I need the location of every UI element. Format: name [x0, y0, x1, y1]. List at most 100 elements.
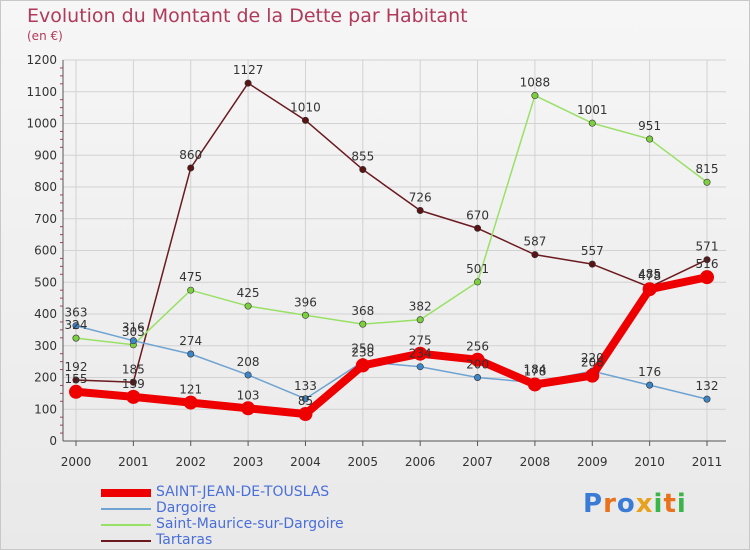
data-label: 184	[523, 363, 546, 377]
logo-letter: x	[635, 489, 654, 519]
y-tick-label: 500	[34, 275, 57, 289]
data-label: 250	[351, 342, 374, 356]
data-point	[588, 260, 596, 268]
data-label: 368	[351, 304, 374, 318]
data-label: 860	[179, 148, 202, 162]
data-label: 176	[638, 365, 661, 379]
logo-letter: i	[653, 489, 664, 519]
x-tick-label: 2007	[462, 455, 493, 469]
data-label: 185	[122, 362, 145, 376]
data-label: 121	[179, 383, 202, 397]
data-point	[298, 407, 313, 422]
data-label: 382	[409, 300, 432, 314]
data-label: 155	[65, 372, 88, 386]
x-tick-label: 2006	[405, 455, 436, 469]
data-point	[474, 373, 482, 381]
series-line-0	[75, 82, 708, 384]
data-label: 363	[65, 306, 88, 320]
data-point	[129, 337, 137, 345]
logo-letter: i	[676, 489, 687, 519]
data-point	[416, 363, 424, 371]
legend-label: Dargoire	[156, 500, 217, 516]
series-line-2	[75, 324, 708, 400]
data-point	[531, 92, 539, 100]
legend-label: SAINT-JEAN-DE-TOUSLAS	[156, 484, 330, 500]
data-point	[413, 346, 428, 361]
data-label: 85	[298, 394, 313, 408]
y-tick-label: 100	[34, 402, 57, 416]
series-line-1	[75, 94, 708, 346]
data-label: 726	[409, 190, 432, 204]
line-chart: 0 100 200 300 400 500 600 700 800 900 1000 1100 1200…	[26, 53, 726, 469]
logo-letter: o	[616, 489, 636, 519]
data-label: 324	[65, 318, 88, 332]
legend-item: Saint-Maurice-sur-Dargoire	[101, 516, 521, 533]
data-point	[244, 371, 252, 379]
data-label: 501	[466, 262, 489, 276]
data-labels: 192 185 860 1127 1010 855 726 670 587 557 485 571 32…	[65, 63, 719, 408]
data-label: 571	[696, 240, 719, 254]
data-label: 234	[409, 347, 432, 361]
data-label: 1127	[233, 63, 264, 77]
legend: SAINT-JEAN-DE-TOUSLAS Dargoire Saint-Mauri…	[101, 484, 521, 549]
data-label: 206	[581, 356, 604, 370]
legend-swatch	[101, 489, 151, 497]
data-label: 132	[696, 379, 719, 393]
data-label: 396	[294, 295, 317, 309]
data-point	[646, 381, 654, 389]
data-label: 200	[466, 358, 489, 372]
data-point	[244, 302, 252, 310]
data-point	[470, 352, 485, 367]
data-point	[183, 395, 198, 410]
data-label: 951	[638, 119, 661, 133]
legend-item: Tartaras	[101, 532, 521, 549]
y-tick-label: 1000	[26, 117, 57, 131]
x-tick-label: 2000	[61, 455, 92, 469]
data-point	[301, 311, 309, 319]
y-tick-label: 1100	[26, 85, 57, 99]
x-tick-label: 2005	[348, 455, 379, 469]
logo-letter: r	[603, 489, 617, 519]
y-tick-label: 0	[49, 434, 57, 448]
data-label: 274	[179, 334, 202, 348]
data-point	[72, 334, 80, 342]
data-point	[474, 278, 482, 286]
data-label: 1088	[520, 76, 551, 90]
data-label: 1001	[577, 103, 608, 117]
data-point	[241, 401, 256, 416]
legend-item: SAINT-JEAN-DE-TOUSLAS	[101, 484, 521, 501]
x-tick-label: 2008	[520, 455, 551, 469]
data-point	[301, 395, 309, 403]
data-label: 139	[122, 377, 145, 391]
data-label: 133	[294, 379, 317, 393]
y-tick-label: 900	[34, 148, 57, 162]
data-label: 208	[237, 355, 260, 369]
y-tick-label: 1200	[26, 53, 57, 67]
data-point	[416, 206, 424, 214]
data-label: 485	[638, 267, 661, 281]
data-point	[359, 166, 367, 174]
data-label: 238	[351, 345, 374, 359]
data-point	[187, 350, 195, 358]
data-label: 855	[351, 150, 374, 164]
data-point	[187, 164, 195, 172]
data-point	[646, 135, 654, 143]
data-point	[588, 119, 596, 127]
x-tick-label: 2009	[577, 455, 608, 469]
data-point	[187, 286, 195, 294]
x-tick-label: 2003	[233, 455, 264, 469]
data-point	[703, 256, 711, 264]
data-point	[703, 395, 711, 403]
data-point	[301, 116, 309, 124]
data-point	[244, 79, 252, 87]
unit-label: (en €)	[27, 29, 63, 43]
chart-title: Evolution du Montant de la Dette par Hab…	[27, 5, 468, 27]
legend-swatch	[101, 540, 151, 542]
data-label: 516	[696, 257, 719, 271]
legend-swatch	[101, 508, 151, 510]
data-point	[355, 358, 370, 373]
data-point	[531, 251, 539, 259]
data-label: 275	[409, 334, 432, 348]
logo-letter: P	[583, 489, 604, 519]
